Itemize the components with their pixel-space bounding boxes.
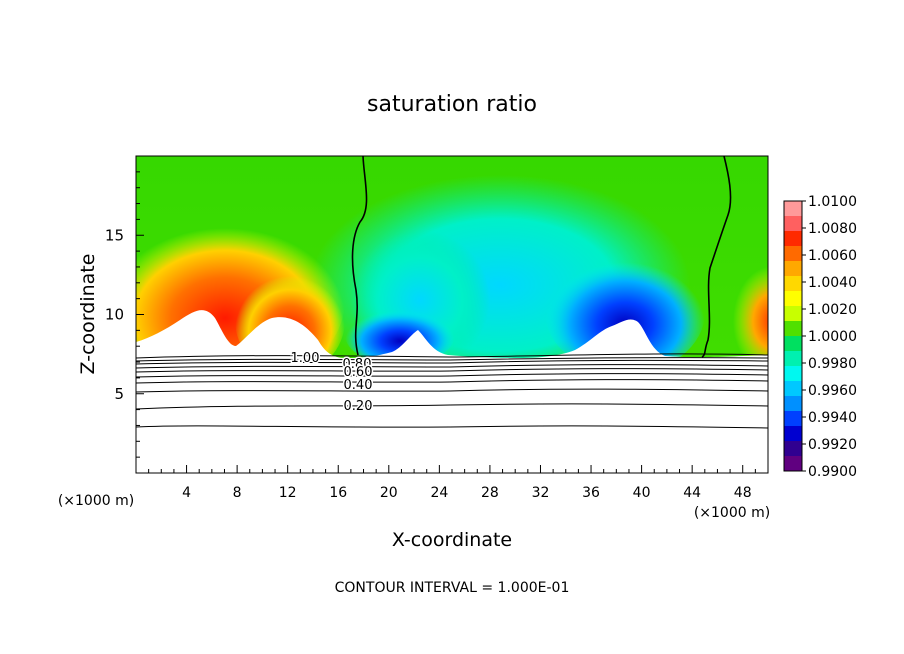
y-tick-label: 10 [105, 306, 124, 324]
x-tick-label: 12 [279, 485, 297, 501]
terrain-mask [136, 310, 768, 473]
colorbar-swatch [784, 396, 802, 412]
colorbar-label: 1.0040 [808, 275, 857, 291]
x-tick-label: 4 [182, 485, 191, 501]
x-tick-label: 48 [734, 485, 752, 501]
colorbar-swatch [784, 411, 802, 427]
colorbar-swatch [784, 201, 802, 217]
plot-area: 1.00 0.800.600.40 0.20 [136, 156, 768, 473]
y-axis-label: Z-coordinate [77, 254, 99, 375]
x-axis-unit-right: (×1000 m) [694, 505, 770, 521]
x-tick-label: 20 [380, 485, 398, 501]
colorbar-swatch [784, 441, 802, 457]
x-tick-label: 24 [430, 485, 448, 501]
field-cold-core [545, 250, 705, 374]
colorbar-label: 0.9980 [808, 356, 857, 372]
colorbar-swatch [784, 336, 802, 352]
colorbar-swatch [784, 306, 802, 322]
colorbar-swatch [784, 276, 802, 292]
x-axis-label: X-coordinate [392, 529, 512, 551]
unity-contour-line [351, 156, 368, 356]
colorbar-label: 1.0080 [808, 221, 857, 237]
colorbar-label: 1.0000 [808, 329, 857, 345]
contour-label-group: 1.00 0.800.600.40 0.20 [289, 350, 374, 416]
unity-contour-line [701, 156, 732, 358]
colorbar-swatch [784, 366, 802, 382]
y-axis: 5 10 15 [105, 171, 144, 458]
y-tick-label: 5 [114, 385, 124, 403]
colorbar-swatch [784, 426, 802, 442]
colorbar-label: 0.9920 [808, 437, 857, 453]
colorbar-label: 0.9900 [808, 464, 857, 480]
colorbar-label: 1.0100 [808, 194, 857, 210]
colorbar-swatch [784, 321, 802, 337]
colorbar-swatch [784, 261, 802, 277]
colorbar-swatch [784, 351, 802, 367]
lower-contour-lines [136, 353, 768, 429]
chart-title: saturation ratio [367, 92, 537, 117]
colorbar-label: 1.0020 [808, 302, 857, 318]
contour-interval-note: CONTOUR INTERVAL = 1.000E-01 [335, 580, 570, 596]
colorbar: 1.0100 1.0080 1.0060 1.0040 1.0020 1.0000 0.99… [783, 194, 857, 480]
x-tick-label: 28 [481, 485, 499, 501]
x-tick-label: 36 [582, 485, 600, 501]
contour-label: 0.20 [344, 399, 373, 414]
x-tick-label: 44 [683, 485, 701, 501]
field-warm-core [725, 255, 768, 365]
contour-label: 1.00 [291, 351, 320, 366]
colorbar-swatch [784, 291, 802, 307]
x-axis-unit-left: (×1000 m) [58, 493, 134, 509]
colorbar-label: 1.0060 [808, 248, 857, 264]
contour-label: 0.60 [344, 365, 373, 380]
colorbar-label: 0.9960 [808, 383, 857, 399]
x-axis: 4 8 12 16 20 24 28 32 36 40 44 48 [148, 465, 756, 501]
colorbar-swatch [784, 381, 802, 397]
x-tick-label: 32 [532, 485, 550, 501]
x-tick-label: 8 [233, 485, 242, 501]
contour-label: 0.40 [344, 378, 373, 393]
contour-label: 0.80 [343, 357, 372, 372]
colorbar-label: 0.9940 [808, 410, 857, 426]
x-tick-label: 16 [329, 485, 347, 501]
x-tick-label: 40 [633, 485, 651, 501]
colorbar-swatch [784, 456, 802, 472]
colorbar-swatch [784, 216, 802, 232]
colorbar-swatch [784, 246, 802, 262]
colorbar-swatch [784, 231, 802, 247]
y-tick-label: 15 [105, 226, 124, 244]
